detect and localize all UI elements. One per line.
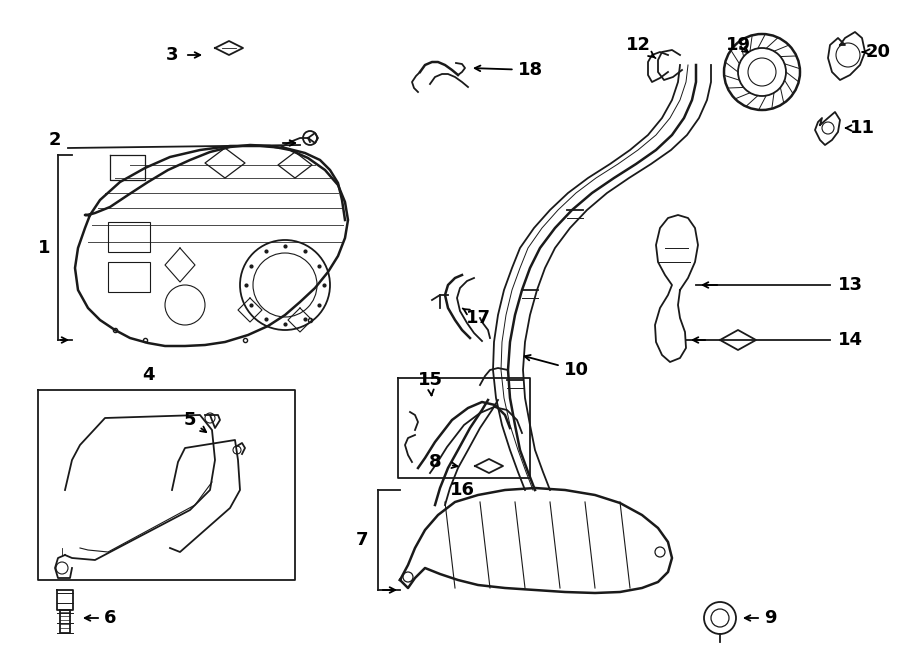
Text: 10: 10 [525, 355, 589, 379]
Text: 2: 2 [49, 131, 61, 149]
Text: 8: 8 [428, 453, 441, 471]
Text: 20: 20 [863, 43, 890, 61]
Text: 12: 12 [626, 36, 655, 58]
Text: 13: 13 [838, 276, 862, 294]
Text: 1: 1 [38, 239, 50, 257]
Text: 11: 11 [846, 119, 875, 137]
Text: 14: 14 [838, 331, 862, 349]
Text: 7: 7 [356, 531, 368, 549]
Text: 18: 18 [475, 61, 543, 79]
Text: 17: 17 [463, 309, 491, 327]
Text: 3: 3 [166, 46, 178, 64]
Text: 9: 9 [745, 609, 776, 627]
Text: 5: 5 [184, 411, 206, 432]
Text: 6: 6 [85, 609, 116, 627]
Text: 16: 16 [449, 481, 474, 499]
Text: 4: 4 [142, 366, 154, 384]
Text: 19: 19 [725, 36, 751, 54]
Text: 15: 15 [418, 371, 443, 395]
